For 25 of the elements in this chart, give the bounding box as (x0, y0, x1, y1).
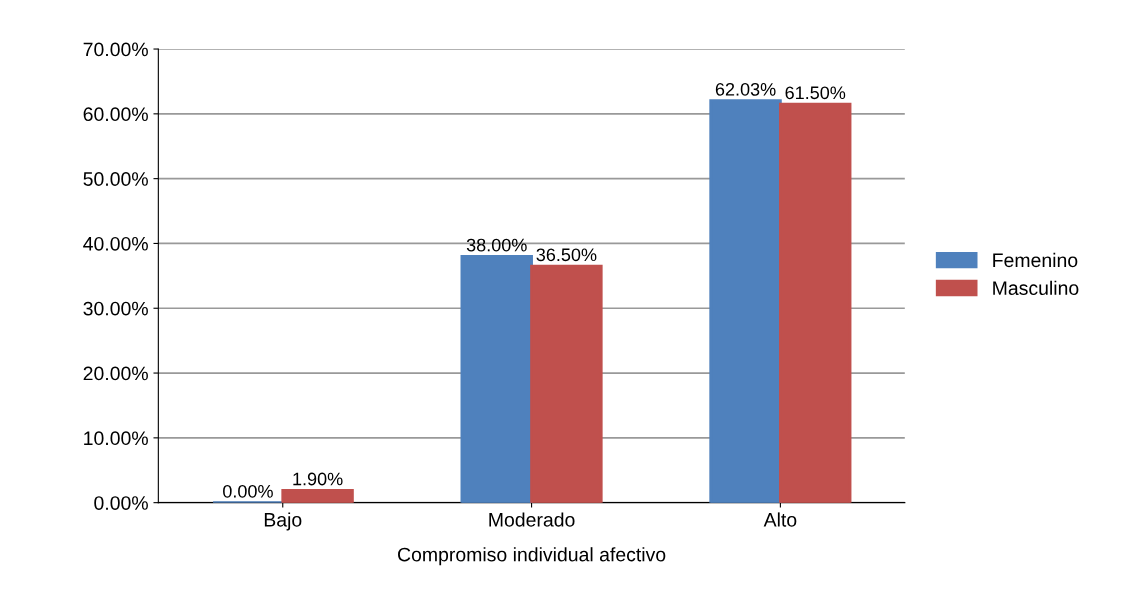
data-label: 38.00% (466, 238, 527, 252)
bar (779, 102, 852, 503)
legend-label: Femenino (993, 252, 1078, 268)
data-label: 61.50% (785, 86, 846, 100)
y-tick-label: 20.00% (83, 366, 148, 381)
y-tick-label: 10.00% (84, 431, 148, 446)
bar (530, 264, 603, 503)
data-label: 36.50% (536, 248, 597, 262)
bar (709, 99, 782, 503)
legend-label: Masculino (993, 280, 1079, 295)
y-tick-label: 60.00% (83, 107, 148, 122)
bar (281, 488, 354, 503)
x-tick-label: Moderado (489, 512, 575, 527)
y-tick-label: 50.00% (83, 172, 148, 186)
y-tick-label: 40.00% (83, 236, 148, 251)
x-axis-title: Compromiso individual afectivo (398, 547, 666, 566)
data-label: 62.03% (715, 82, 776, 96)
y-tick-label: 0.00% (94, 496, 148, 510)
data-label: 1.90% (293, 472, 343, 486)
data-label: 0.00% (223, 484, 273, 498)
bar (460, 255, 533, 503)
y-tick-label: 30.00% (83, 301, 148, 316)
x-tick-label: Bajo (264, 512, 302, 531)
x-tick-label: Alto (763, 512, 797, 527)
y-tick-label: 70.00% (83, 42, 148, 57)
